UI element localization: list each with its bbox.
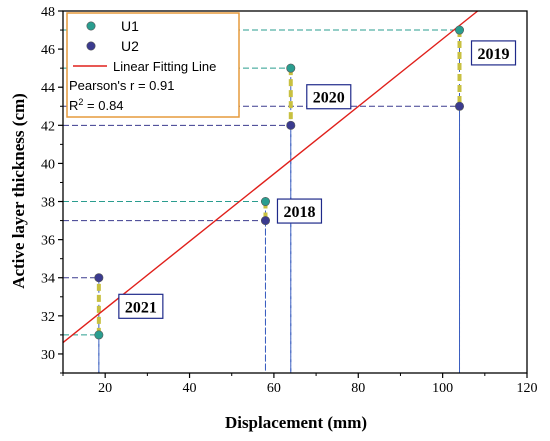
x-tick-label: 100 xyxy=(432,381,453,396)
y-tick-label: 44 xyxy=(41,81,55,96)
x-tick-label: 60 xyxy=(267,381,281,396)
y-tick-label: 36 xyxy=(41,234,55,249)
y-tick-label: 34 xyxy=(41,272,55,287)
fit-line xyxy=(62,10,479,344)
u2-point xyxy=(455,101,465,111)
legend-label: Linear Fitting Line xyxy=(113,59,216,74)
u2-point xyxy=(286,120,296,130)
y-tick-label: 38 xyxy=(41,196,55,211)
u2-point xyxy=(94,273,104,283)
u1-point xyxy=(286,63,296,73)
y-tick-label: 40 xyxy=(41,157,55,172)
y-tick-label: 32 xyxy=(41,310,55,325)
year-label: 2018 xyxy=(283,204,315,221)
legend: U1 U2 Linear Fitting Line Pearson's r = 0.9… xyxy=(66,12,240,118)
pearson-label: Pearson's r = 0.91 xyxy=(69,78,174,93)
u1-point xyxy=(455,25,465,35)
legend-label: U2 xyxy=(121,38,139,54)
fit-line-group xyxy=(62,10,479,344)
year-label-box xyxy=(306,84,352,110)
year-label: 2021 xyxy=(125,299,157,316)
year-label: 2020 xyxy=(313,90,345,107)
x-tick-label: 20 xyxy=(98,381,112,396)
legend-label: U1 xyxy=(121,18,139,34)
year-label-box xyxy=(470,40,517,66)
y-tick-label: 48 xyxy=(41,5,55,20)
x-tick-label: 40 xyxy=(183,381,197,396)
u1-point xyxy=(260,197,270,207)
u2-legend-marker xyxy=(86,41,96,51)
y-tick-label: 42 xyxy=(41,119,55,134)
year-labels: 2021 2018 2020 2019 xyxy=(118,40,517,319)
plot-border xyxy=(62,10,528,374)
x-tick-label: 120 xyxy=(517,381,538,396)
y-tick-label: 46 xyxy=(41,43,55,58)
u1-point xyxy=(94,330,104,340)
r-squared-label: R2 = 0.84 xyxy=(69,97,124,113)
year-label: 2019 xyxy=(478,46,510,63)
x-axis-title: Displacement (mm) xyxy=(225,413,367,432)
axis-ticks: 20 40 60 80 100 120 30 32 34 36 38 40 42 44 46 48 xyxy=(41,5,538,396)
u2-point xyxy=(260,216,270,226)
legend-box xyxy=(66,12,240,118)
u1-legend-marker xyxy=(86,21,96,31)
x-tick-label: 80 xyxy=(351,381,365,396)
plot-frame xyxy=(62,10,528,374)
y-axis-title: Active layer thickness (cm) xyxy=(9,93,28,289)
year-label-box xyxy=(276,198,323,224)
data-points xyxy=(94,25,465,340)
year-label-box xyxy=(118,293,164,319)
y-tick-label: 30 xyxy=(41,348,55,363)
